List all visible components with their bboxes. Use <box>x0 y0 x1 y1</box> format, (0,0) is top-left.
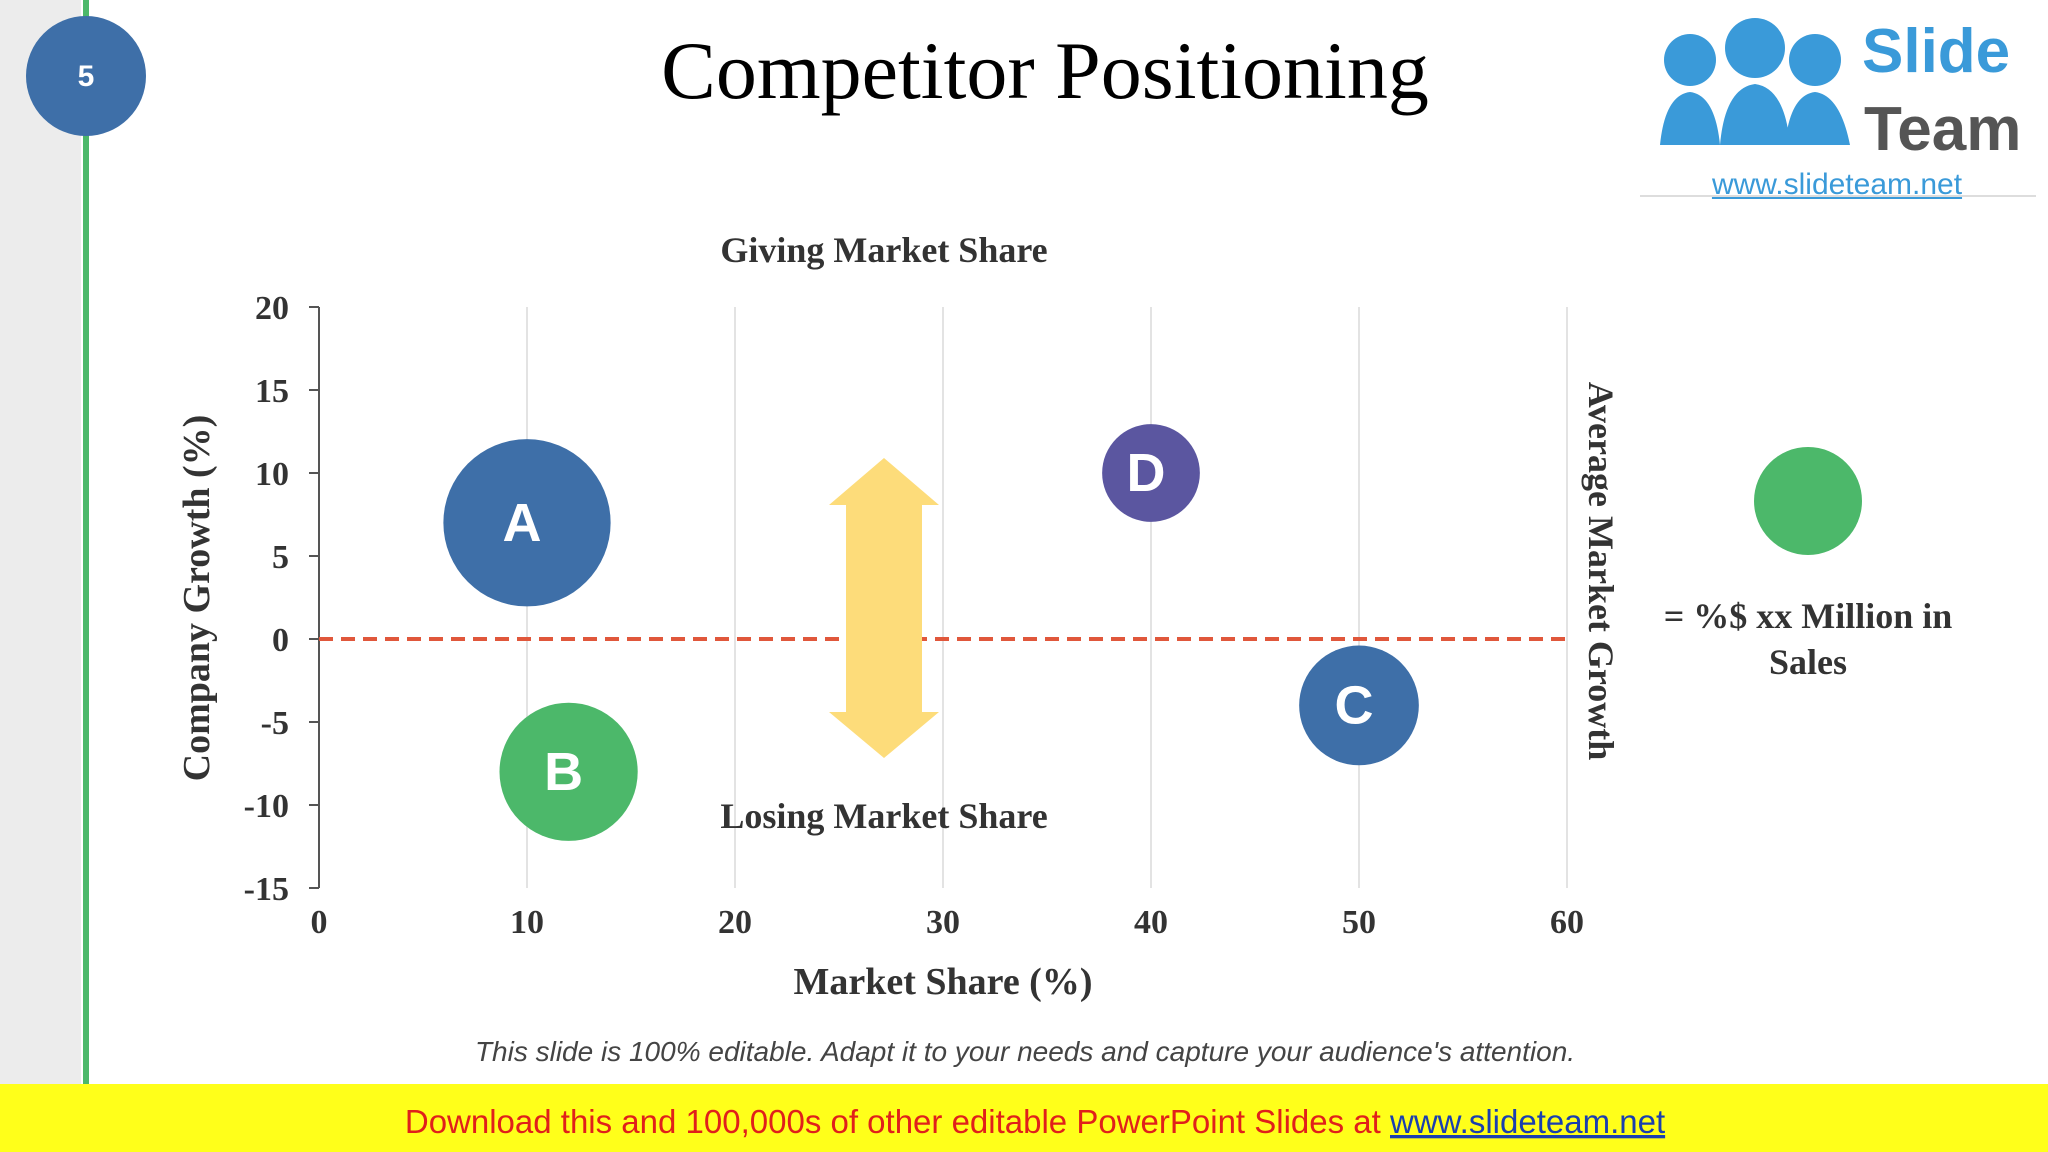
y-tick-label: 10 <box>255 456 289 493</box>
slide-number: 5 <box>78 60 95 93</box>
banner-message: Download this and 100,000s of other edit… <box>405 1103 1390 1140</box>
logo-icon <box>1789 34 1841 86</box>
x-tick-label: 0 <box>311 904 328 941</box>
logo-text: Team <box>1864 95 2021 164</box>
logo: Slide Team www.slideteam.net <box>1640 17 2036 201</box>
y-axis-label: Company Growth (%) <box>176 415 218 782</box>
x-tick-label: 50 <box>1342 904 1376 941</box>
bubble-label: C <box>1335 675 1374 735</box>
y-tick-label: 0 <box>272 622 289 659</box>
y-tick-label: 5 <box>272 539 289 576</box>
x-tick-label: 20 <box>718 904 752 941</box>
x-tick-label: 60 <box>1550 904 1584 941</box>
x-tick-label: 10 <box>510 904 544 941</box>
size-legend-text: = %$ xx Million in <box>1664 596 1953 636</box>
x-tick-label: 30 <box>926 904 960 941</box>
title: Competitor Positioning <box>661 25 1429 116</box>
side-line <box>83 0 89 1084</box>
y-tick-label: 15 <box>255 373 289 410</box>
logo-icon <box>1664 34 1716 86</box>
banner-text: Download this and 100,000s of other edit… <box>405 1103 1665 1140</box>
x-tick-label: 40 <box>1134 904 1168 941</box>
logo-text: Slide <box>1862 17 2010 86</box>
double-arrow <box>829 458 939 758</box>
size-legend-bubble <box>1754 447 1862 555</box>
logo-icon <box>1660 84 1850 145</box>
bubble <box>1102 424 1200 522</box>
banner-link[interactable]: www.slideteam.net <box>1389 1103 1665 1140</box>
footnote: This slide is 100% editable. Adapt it to… <box>475 1036 1575 1067</box>
size-legend-text: Sales <box>1769 642 1847 682</box>
banner <box>0 1084 2048 1152</box>
x-axis-label: Market Share (%) <box>793 961 1092 1003</box>
slide-number-badge <box>26 16 146 136</box>
y-tick-label: -10 <box>244 788 289 825</box>
annotation: Giving Market Share <box>720 230 1047 270</box>
side-strip <box>0 0 81 1084</box>
y-tick-label: -5 <box>261 705 289 742</box>
y-tick-label: -15 <box>244 871 289 908</box>
bubble <box>443 439 611 607</box>
y-tick-label: 20 <box>255 290 289 327</box>
bubble-label: B <box>544 742 583 802</box>
bubble-label: D <box>1127 443 1166 503</box>
annotation: Average Market Growth <box>1581 382 1621 761</box>
bubble <box>1299 645 1419 766</box>
bubble <box>499 702 638 841</box>
bubble-label: A <box>503 493 542 553</box>
annotation: Losing Market Share <box>720 796 1047 836</box>
logo-icon <box>1725 18 1785 78</box>
